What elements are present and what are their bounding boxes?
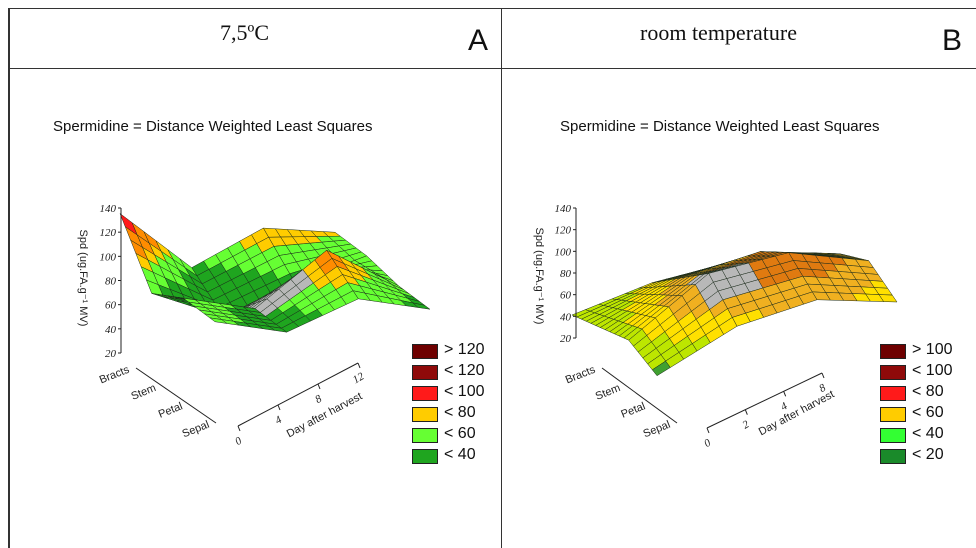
panel-b-day-tick-label: 4 xyxy=(779,400,790,413)
panel-a-legend-swatch xyxy=(412,386,438,401)
panel-a-surface xyxy=(119,212,431,333)
panel-b-day-axis-line xyxy=(706,372,823,429)
panel-b-header: room temperature B xyxy=(502,8,976,69)
panel-b-day-tick-label: 8 xyxy=(817,382,828,395)
panel-a-chart-title: Spermidine = Distance Weighted Least Squ… xyxy=(53,118,373,135)
panel-a-legend-label: < 60 xyxy=(444,425,476,442)
panel-b-category-tick-label: Stem xyxy=(594,382,622,403)
panel-a-legend-label: > 120 xyxy=(444,341,485,358)
panel-a-day-tick-label: 4 xyxy=(273,414,284,427)
panel-a-day-tick xyxy=(357,362,361,369)
panel-b-z-tick-label: 100 xyxy=(555,246,572,258)
panel-a-letter: A xyxy=(468,24,489,57)
panel-a-legend-label: < 40 xyxy=(444,446,476,463)
panel-b-z-tick-label: 60 xyxy=(560,290,572,302)
panel-a-z-tick-label: 100 xyxy=(100,251,117,263)
panel-b-legend-label: < 80 xyxy=(912,383,944,400)
panel-a-legend-label: < 80 xyxy=(444,404,476,421)
panel-b-legend-label: < 40 xyxy=(912,425,944,442)
panel-a-z-tick-label: 20 xyxy=(105,348,117,360)
panel-a-day-tick-label: 12 xyxy=(351,370,367,386)
panel-b-category-tick-label: Petal xyxy=(619,400,647,421)
panel-a-z-tick-label: 140 xyxy=(100,203,117,215)
panel-a-day-tick xyxy=(277,404,281,411)
panel-a-legend-label: < 120 xyxy=(444,362,485,379)
panel-a-day-axis-label: Day after harvest xyxy=(285,390,365,440)
panel-b-legend-label: > 100 xyxy=(912,341,953,358)
panel-b-surface-cell xyxy=(651,360,671,377)
panel-b-category-tick-label: Bracts xyxy=(564,363,598,386)
panel-b-legend-label: < 60 xyxy=(912,404,944,421)
panel-b-day-tick-label: 2 xyxy=(740,418,751,431)
panel-a-day-tick-label: 8 xyxy=(313,393,324,406)
panel-a-z-tick-label: 40 xyxy=(105,324,117,336)
panel-b-z-tick-label: 20 xyxy=(560,333,572,345)
panel-b-legend-swatch xyxy=(880,449,906,464)
panel-a-category-tick-label: Petal xyxy=(157,400,185,421)
panel-b-legend-swatch xyxy=(880,407,906,422)
panel-a-surface-cell xyxy=(209,317,228,324)
panel-a-condition: 7,5ºC xyxy=(220,20,269,45)
panel-a-z-tick-label: 120 xyxy=(100,227,117,239)
panel-b-day-tick xyxy=(783,391,787,397)
panel-a-z-tick-label: 60 xyxy=(105,300,117,312)
panel-a-legend-label: < 100 xyxy=(444,383,485,400)
panel-b-day-axis-label: Day after harvest xyxy=(757,388,837,438)
panel-a-day-axis: 0 4 8 12 Day after harvest xyxy=(233,362,367,448)
panel-b-day-tick xyxy=(706,427,710,434)
panel-a-legend-swatch xyxy=(412,344,438,359)
panel-b-day-tick-label: 0 xyxy=(702,437,713,450)
panel-b-category-tick-label: Sepal xyxy=(642,419,673,441)
panel-b-z-axis-label: Spd (ug.FA.g⁻¹ MV) xyxy=(533,228,545,325)
panel-b-condition: room temperature xyxy=(640,20,797,45)
panel-b-day-tick xyxy=(744,409,748,415)
panel-b-surface xyxy=(571,251,898,377)
panel-a-day-tick-label: 0 xyxy=(233,435,244,448)
panel-a-z-axis-label: Spd (ug.FA.g⁻¹ MV) xyxy=(77,230,89,327)
panel-a-category-tick-label: Bracts xyxy=(98,363,132,386)
panel-b-z-tick-label: 40 xyxy=(560,311,572,323)
panel-a-day-tick xyxy=(237,425,241,432)
panel-a-header: 7,5ºC A xyxy=(8,8,501,69)
panel-a: 7,5ºC A Spermidine = Distance Weighted L… xyxy=(8,8,502,548)
panel-b-z-axis: 140 120 100 80 60 40 20 Spd (ug.FA.g⁻¹ MV) xyxy=(533,203,577,345)
panel-a-legend-swatch xyxy=(412,407,438,422)
panel-b: room temperature B Spermidine = Distance… xyxy=(502,8,976,548)
panel-b-z-tick-label: 120 xyxy=(555,225,572,237)
panel-b-chart-title: Spermidine = Distance Weighted Least Squ… xyxy=(560,118,880,135)
panel-b-legend-swatch xyxy=(880,386,906,401)
figure-frame xyxy=(8,8,976,548)
panel-b-legend-swatch xyxy=(880,344,906,359)
panel-b-day-tick xyxy=(821,372,825,379)
panel-a-category-axis-line xyxy=(135,367,217,424)
panel-b-category-axis-line xyxy=(601,367,678,424)
panel-a-category-tick-label: Stem xyxy=(129,382,157,403)
panel-b-legend-swatch xyxy=(880,365,906,380)
panel-a-day-axis-line xyxy=(237,362,359,427)
panel-a-z-tick-label: 80 xyxy=(105,276,117,288)
panel-a-day-tick xyxy=(317,383,321,390)
panel-b-legend-label: < 100 xyxy=(912,362,953,379)
panel-a-legend-swatch xyxy=(412,428,438,443)
panel-b-z-tick-label: 80 xyxy=(560,268,572,280)
panel-b-legend-swatch xyxy=(880,428,906,443)
panel-b-legend-label: < 20 xyxy=(912,446,944,463)
panel-a-z-axis: 140 120 100 80 60 40 20 Spd (ug.FA.g⁻¹ MV) xyxy=(77,203,122,360)
panel-b-z-tick-label: 140 xyxy=(555,203,572,215)
panel-a-legend-swatch xyxy=(412,365,438,380)
panel-b-letter: B xyxy=(942,24,963,57)
panel-a-category-tick-label: Sepal xyxy=(181,419,212,441)
panel-a-legend-swatch xyxy=(412,449,438,464)
